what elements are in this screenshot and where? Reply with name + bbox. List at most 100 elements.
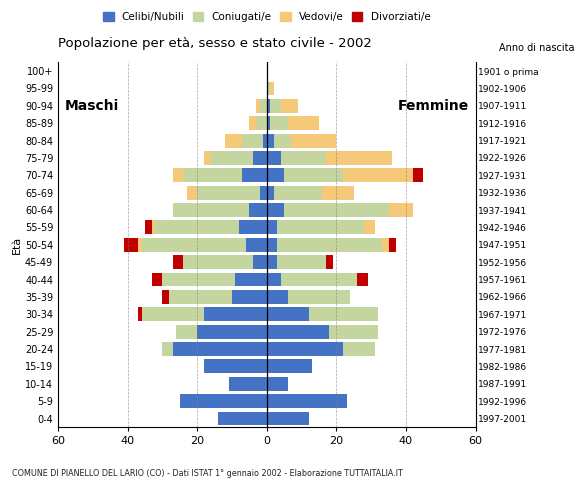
- Bar: [204, 360, 267, 373]
- Bar: [267, 99, 270, 113]
- Bar: [322, 186, 354, 200]
- Bar: [187, 186, 197, 200]
- Bar: [326, 255, 333, 269]
- Bar: [364, 220, 375, 234]
- Bar: [242, 168, 267, 182]
- Bar: [274, 133, 291, 147]
- Y-axis label: Età: Età: [12, 236, 22, 254]
- Bar: [246, 238, 267, 252]
- Bar: [267, 290, 288, 304]
- Bar: [267, 411, 309, 425]
- Bar: [197, 324, 267, 338]
- Bar: [267, 186, 274, 200]
- Bar: [270, 82, 274, 96]
- Bar: [249, 203, 267, 217]
- Bar: [260, 99, 267, 113]
- Bar: [357, 273, 368, 287]
- Bar: [256, 99, 260, 113]
- Bar: [142, 238, 246, 252]
- Bar: [277, 220, 364, 234]
- Bar: [267, 324, 329, 338]
- Bar: [173, 203, 249, 217]
- Bar: [249, 116, 256, 130]
- Bar: [267, 342, 343, 356]
- Bar: [155, 220, 239, 234]
- Bar: [263, 133, 267, 147]
- Bar: [260, 186, 267, 200]
- Bar: [267, 168, 284, 182]
- Bar: [382, 238, 389, 252]
- Bar: [197, 186, 260, 200]
- Bar: [281, 151, 326, 165]
- Bar: [173, 255, 183, 269]
- Bar: [152, 220, 155, 234]
- Bar: [309, 307, 378, 321]
- Bar: [267, 307, 309, 321]
- Bar: [138, 307, 142, 321]
- Bar: [267, 220, 277, 234]
- Bar: [281, 273, 357, 287]
- Bar: [288, 290, 350, 304]
- Bar: [270, 116, 288, 130]
- Bar: [413, 168, 423, 182]
- Bar: [235, 273, 267, 287]
- Bar: [169, 290, 232, 304]
- Bar: [329, 324, 378, 338]
- Bar: [204, 307, 267, 321]
- Bar: [326, 151, 392, 165]
- Bar: [176, 324, 197, 338]
- Bar: [242, 133, 263, 147]
- Bar: [281, 99, 298, 113]
- Bar: [277, 255, 326, 269]
- Bar: [180, 394, 267, 408]
- Text: Popolazione per età, sesso e stato civile - 2002: Popolazione per età, sesso e stato civil…: [58, 37, 372, 50]
- Bar: [270, 99, 281, 113]
- Bar: [225, 133, 242, 147]
- Bar: [218, 411, 267, 425]
- Bar: [173, 168, 183, 182]
- Bar: [239, 220, 267, 234]
- Bar: [267, 273, 281, 287]
- Bar: [152, 273, 162, 287]
- Bar: [267, 82, 270, 96]
- Bar: [124, 238, 138, 252]
- Bar: [256, 116, 267, 130]
- Bar: [267, 203, 284, 217]
- Bar: [343, 342, 375, 356]
- Text: Maschi: Maschi: [65, 99, 119, 113]
- Bar: [343, 168, 413, 182]
- Bar: [232, 290, 267, 304]
- Bar: [183, 255, 253, 269]
- Text: Anno di nascita: Anno di nascita: [499, 43, 574, 53]
- Bar: [389, 238, 396, 252]
- Legend: Celibi/Nubili, Coniugati/e, Vedovi/e, Divorziati/e: Celibi/Nubili, Coniugati/e, Vedovi/e, Di…: [99, 8, 434, 26]
- Bar: [204, 151, 211, 165]
- Bar: [162, 342, 173, 356]
- Bar: [274, 186, 322, 200]
- Bar: [162, 273, 235, 287]
- Bar: [142, 307, 204, 321]
- Bar: [183, 168, 242, 182]
- Bar: [284, 168, 343, 182]
- Bar: [267, 238, 277, 252]
- Bar: [267, 360, 312, 373]
- Bar: [145, 220, 152, 234]
- Bar: [162, 290, 169, 304]
- Bar: [291, 133, 336, 147]
- Bar: [267, 255, 277, 269]
- Bar: [267, 394, 347, 408]
- Bar: [277, 238, 382, 252]
- Bar: [288, 116, 319, 130]
- Bar: [267, 377, 288, 391]
- Bar: [267, 116, 270, 130]
- Bar: [253, 255, 267, 269]
- Bar: [138, 238, 142, 252]
- Bar: [389, 203, 413, 217]
- Bar: [211, 151, 253, 165]
- Bar: [173, 342, 267, 356]
- Bar: [267, 151, 281, 165]
- Text: COMUNE DI PIANELLO DEL LARIO (CO) - Dati ISTAT 1° gennaio 2002 - Elaborazione TU: COMUNE DI PIANELLO DEL LARIO (CO) - Dati…: [12, 468, 403, 478]
- Bar: [253, 151, 267, 165]
- Bar: [267, 133, 274, 147]
- Text: Femmine: Femmine: [397, 99, 469, 113]
